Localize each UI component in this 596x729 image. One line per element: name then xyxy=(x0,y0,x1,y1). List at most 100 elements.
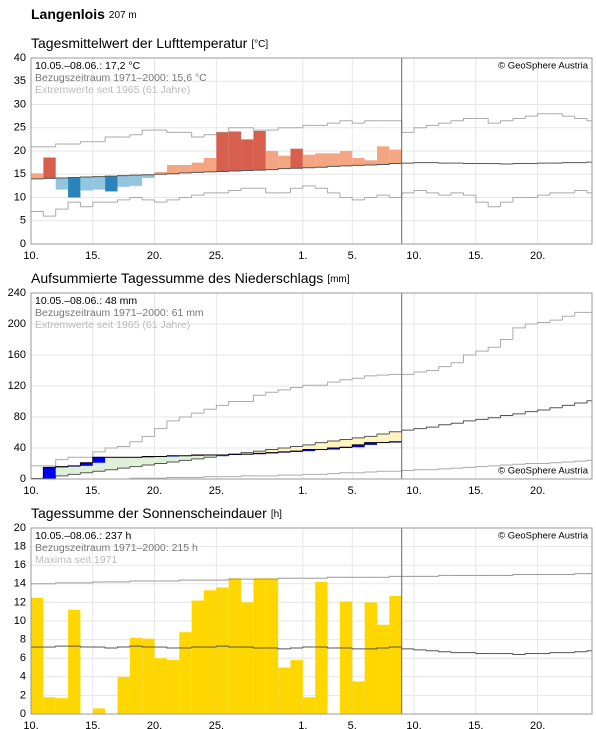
step-line xyxy=(512,463,526,466)
x-tick-label: 15. xyxy=(468,250,483,262)
step-line xyxy=(388,441,402,443)
step-line xyxy=(289,187,303,193)
temperature-bar xyxy=(278,155,291,169)
step-line xyxy=(92,201,106,207)
step-line xyxy=(450,192,464,196)
surplus-area xyxy=(191,454,204,459)
step-line xyxy=(549,652,563,654)
credit: © GeoSphere Austria xyxy=(498,466,589,477)
deficit-area xyxy=(352,437,365,445)
step-line xyxy=(302,384,316,388)
deficit-area xyxy=(290,446,303,452)
step-line xyxy=(252,647,266,649)
step-line xyxy=(364,375,377,379)
step-line xyxy=(228,127,242,133)
legend-entry: 10.05.–08.06.: 237 h xyxy=(35,530,131,542)
step-line xyxy=(92,451,106,458)
step-line xyxy=(351,377,365,380)
x-tick-label: 25. xyxy=(209,720,224,729)
y-tick-label: 10 xyxy=(14,615,26,627)
step-line xyxy=(178,459,192,462)
step-line xyxy=(228,453,242,455)
step-line xyxy=(191,132,204,138)
step-line xyxy=(549,319,563,323)
chart-title-text: Tagesmittelwert der Lufttemperatur xyxy=(31,35,248,51)
y-tick-label: 200 xyxy=(8,318,26,330)
deficit-area xyxy=(315,442,328,450)
step-line xyxy=(129,134,143,138)
step-line xyxy=(191,194,204,198)
step-line xyxy=(154,199,167,203)
temperature-bar xyxy=(154,171,167,175)
deficit-area xyxy=(339,439,353,448)
x-tick-label: 10. xyxy=(23,485,38,497)
step-line xyxy=(413,371,427,375)
sunshine-bar xyxy=(166,660,180,714)
step-line xyxy=(351,197,365,201)
y-tick-label: 20 xyxy=(14,522,26,534)
sunshine-bar xyxy=(376,624,390,714)
step-line xyxy=(462,466,476,469)
step-line xyxy=(55,143,69,147)
step-line xyxy=(265,452,279,454)
legend-entry: Bezugszeitraum 1971–2000: 61 mm xyxy=(35,307,204,319)
step-line xyxy=(116,646,130,648)
step-line xyxy=(376,374,390,376)
temperature-bar xyxy=(253,131,266,171)
step-line xyxy=(425,370,439,373)
surplus-area xyxy=(166,455,180,462)
step-line xyxy=(215,455,229,458)
legend-entry: Maxima seit 1971 xyxy=(35,554,117,566)
step-line xyxy=(364,435,377,438)
y-tick-label: 30 xyxy=(14,98,26,110)
temperature-bar xyxy=(327,153,340,167)
sunshine-bar xyxy=(228,578,242,714)
surplus-area xyxy=(142,456,155,466)
step-line xyxy=(55,208,69,217)
step-line xyxy=(154,463,167,466)
step-line xyxy=(462,117,476,121)
legend-entry: Extremwerte seit 1965 (61 Jahre) xyxy=(35,84,190,96)
step-line xyxy=(561,315,575,321)
plot-area xyxy=(31,113,592,217)
step-line xyxy=(413,648,427,651)
step-line xyxy=(339,446,353,448)
step-line xyxy=(413,428,427,431)
x-tick-label: 25. xyxy=(209,250,224,262)
temperature-bar xyxy=(105,176,118,192)
sunshine-bar xyxy=(179,632,192,714)
step-line xyxy=(129,441,143,447)
x-tick-label: 1. xyxy=(298,485,307,497)
temperature-bar xyxy=(265,151,279,170)
y-tick-label: 4 xyxy=(20,671,26,683)
step-line xyxy=(549,192,563,196)
y-tick-label: 16 xyxy=(14,559,26,571)
step-line xyxy=(475,418,489,421)
step-line xyxy=(413,469,427,471)
step-line xyxy=(302,473,316,476)
step-line xyxy=(574,311,588,317)
step-line xyxy=(129,580,143,582)
step-line xyxy=(537,409,550,412)
step-line xyxy=(376,647,390,649)
step-line xyxy=(475,195,489,203)
x-tick-label: 25. xyxy=(209,485,224,497)
step-line xyxy=(401,647,415,650)
sunshine-bar xyxy=(191,600,204,714)
step-line xyxy=(462,192,476,196)
y-tick-label: 35 xyxy=(14,75,26,87)
step-line xyxy=(500,339,513,348)
step-line xyxy=(228,190,242,193)
sunshine-bar xyxy=(278,667,291,714)
step-line xyxy=(561,404,575,408)
legend-entry: Bezugszeitraum 1971–2000: 215 h xyxy=(35,542,198,554)
step-line xyxy=(252,394,266,402)
x-tick-label: 15. xyxy=(85,485,100,497)
x-tick-label: 1. xyxy=(298,250,307,262)
daily-increment xyxy=(43,467,56,479)
step-line xyxy=(512,327,526,340)
temperature-bar xyxy=(166,164,180,174)
deficit-area xyxy=(302,444,316,450)
deficit-area xyxy=(278,448,291,452)
